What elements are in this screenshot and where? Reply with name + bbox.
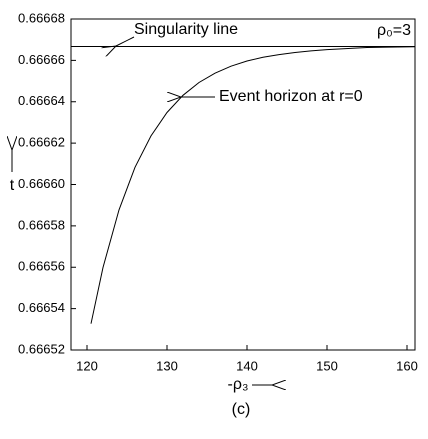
y-tick-label: 0.66660	[18, 176, 65, 191]
caption: (c)	[232, 401, 251, 418]
y-tick-label: 0.66662	[18, 135, 65, 150]
x-axis-label: -ρ₃	[228, 376, 249, 393]
y-tick-label: 0.66658	[18, 217, 65, 232]
singularity-label: Singularity line	[134, 21, 238, 38]
curve	[90, 46, 416, 324]
arrow	[116, 36, 135, 46]
x-tick-label: 150	[316, 358, 338, 373]
x-tick-label: 140	[236, 358, 258, 373]
y-tick-label: 0.66656	[18, 259, 65, 274]
y-tick-label: 0.66668	[18, 10, 65, 25]
y-axis-label: t	[10, 177, 15, 194]
parameter-label: ρ₀=3	[377, 22, 411, 39]
y-tick-label: 0.66654	[18, 300, 65, 315]
y-tick-label: 0.66664	[18, 93, 65, 108]
event-horizon-label: Event horizon at r=0	[219, 88, 363, 105]
x-tick-label: 160	[396, 358, 418, 373]
x-tick-label: 120	[76, 358, 98, 373]
y-tick-label: 0.66652	[18, 341, 65, 356]
y-tick-label: 0.66666	[18, 52, 65, 67]
x-tick-label: 130	[156, 358, 178, 373]
plot-frame	[70, 18, 416, 351]
